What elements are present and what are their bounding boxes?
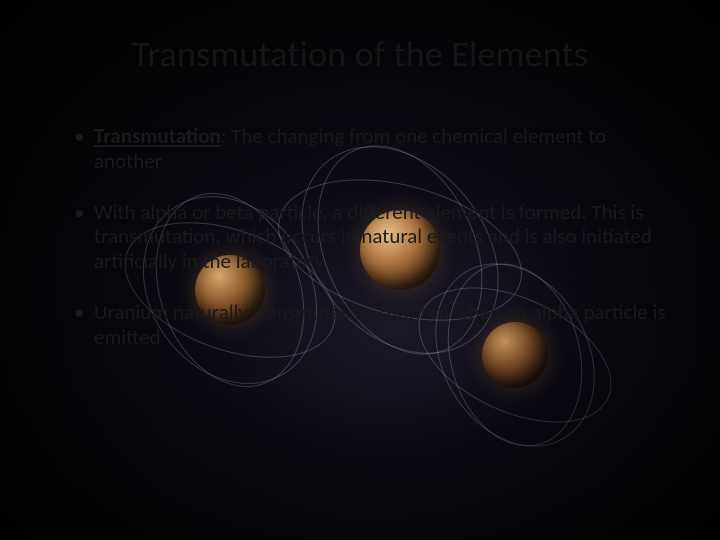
bullet-text: With alpha or beta particle, a different…	[94, 199, 652, 275]
bullet-item: With alpha or beta particle, a different…	[74, 200, 670, 274]
bullet-text: Uranium naturally transmutes to Thorium …	[94, 299, 666, 350]
slide-content: Transmutation of the Elements Transmutat…	[0, 0, 720, 540]
bullet-item: Transmutation: The changing from one che…	[74, 124, 670, 174]
slide-title: Transmutation of the Elements	[50, 32, 670, 76]
bullet-item: Uranium naturally transmutes to Thorium …	[74, 300, 670, 350]
bullet-list: Transmutation: The changing from one che…	[50, 124, 670, 349]
bullet-term: Transmutation	[94, 123, 221, 149]
